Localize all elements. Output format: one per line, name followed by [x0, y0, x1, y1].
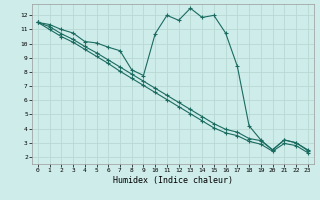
X-axis label: Humidex (Indice chaleur): Humidex (Indice chaleur)	[113, 176, 233, 185]
